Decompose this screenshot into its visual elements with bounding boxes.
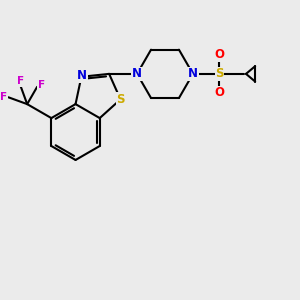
Text: S: S	[215, 68, 224, 80]
Text: O: O	[214, 86, 224, 99]
Text: S: S	[116, 93, 125, 106]
Text: F: F	[0, 92, 7, 102]
Text: N: N	[188, 68, 198, 80]
Text: N: N	[77, 69, 87, 82]
Text: F: F	[38, 80, 45, 90]
Text: F: F	[17, 76, 24, 86]
Text: O: O	[214, 48, 224, 62]
Text: N: N	[132, 68, 142, 80]
